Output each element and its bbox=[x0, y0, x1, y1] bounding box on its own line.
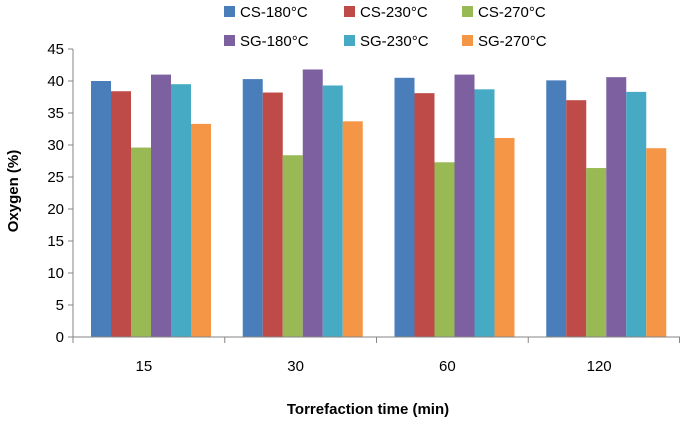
y-tick-label: 10 bbox=[47, 265, 64, 282]
bar bbox=[454, 74, 475, 337]
legend: CS-180°C CS-230°C CS-270°C SG-180°C SG-230°C… bbox=[224, 4, 547, 50]
x-axis-title: Torrefaction time (min) bbox=[287, 401, 449, 418]
bar bbox=[434, 162, 455, 337]
bar bbox=[282, 155, 303, 337]
bar bbox=[606, 77, 627, 337]
bar bbox=[494, 137, 515, 337]
x-tick-label: 30 bbox=[287, 358, 304, 375]
bar bbox=[474, 89, 495, 337]
y-axis-ticks: 0 5 10 15 20 25 30 35 40 45 bbox=[47, 41, 73, 346]
y-tick-label: 45 bbox=[47, 41, 64, 58]
legend-item: CS-230°C bbox=[344, 4, 428, 21]
y-axis-title: Oxygen (%) bbox=[5, 150, 22, 233]
bar bbox=[626, 91, 647, 337]
bar bbox=[322, 85, 343, 337]
legend-label: SG-270°C bbox=[478, 33, 547, 50]
legend-swatch bbox=[344, 35, 355, 46]
x-tick-label: 60 bbox=[439, 358, 456, 375]
y-tick-label: 15 bbox=[47, 233, 64, 250]
legend-label: CS-180°C bbox=[240, 4, 308, 21]
legend-swatch bbox=[344, 6, 355, 17]
legend-label: SG-180°C bbox=[240, 33, 309, 50]
legend-swatch bbox=[224, 6, 235, 17]
bar bbox=[546, 80, 567, 338]
bar bbox=[91, 81, 111, 337]
bar bbox=[171, 84, 191, 337]
bar bbox=[151, 74, 171, 337]
bar bbox=[394, 77, 415, 338]
axes bbox=[72, 49, 680, 343]
x-tick-label: 15 bbox=[136, 358, 153, 375]
bar bbox=[342, 121, 363, 337]
y-tick-label: 40 bbox=[47, 73, 64, 90]
legend-label: CS-230°C bbox=[360, 4, 428, 21]
bar bbox=[302, 69, 323, 337]
y-tick-label: 5 bbox=[56, 297, 64, 314]
y-tick-label: 25 bbox=[47, 169, 64, 186]
legend-item: CS-270°C bbox=[462, 4, 546, 21]
bar bbox=[646, 148, 667, 337]
y-tick-label: 0 bbox=[56, 329, 64, 346]
legend-swatch bbox=[462, 35, 473, 46]
y-tick-label: 20 bbox=[47, 201, 64, 218]
y-tick-label: 35 bbox=[47, 105, 64, 122]
x-tick-label: 120 bbox=[587, 358, 612, 375]
bars bbox=[91, 69, 667, 338]
bar bbox=[414, 93, 435, 337]
legend-swatch bbox=[462, 6, 473, 17]
x-axis-ticks: 15 30 60 120 bbox=[136, 358, 612, 375]
bar bbox=[586, 168, 607, 337]
legend-item: CS-180°C bbox=[224, 4, 308, 21]
legend-label: CS-270°C bbox=[478, 4, 546, 21]
legend-label: SG-230°C bbox=[360, 33, 429, 50]
bar bbox=[131, 147, 151, 337]
bar bbox=[111, 91, 131, 338]
y-tick-label: 30 bbox=[47, 137, 64, 154]
legend-item: SG-180°C bbox=[224, 33, 309, 50]
legend-item: SG-230°C bbox=[344, 33, 429, 50]
bar bbox=[262, 92, 283, 338]
bar bbox=[191, 123, 211, 337]
legend-swatch bbox=[224, 35, 235, 46]
bar bbox=[566, 100, 587, 337]
legend-item: SG-270°C bbox=[462, 33, 547, 50]
bar bbox=[242, 79, 263, 337]
